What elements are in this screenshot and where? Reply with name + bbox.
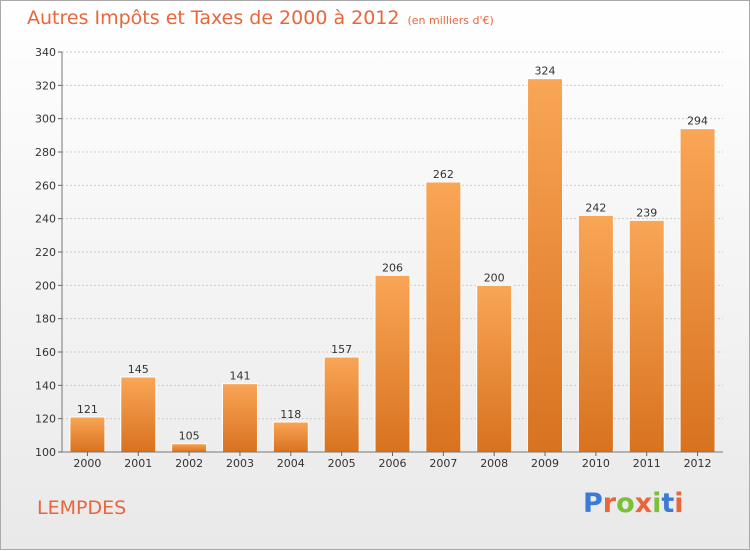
logo-letter: o xyxy=(616,488,635,519)
value-label-2002: 105 xyxy=(179,430,200,443)
value-label-2009: 324 xyxy=(535,65,556,78)
value-label-2001: 145 xyxy=(128,363,149,376)
logo-letter: i xyxy=(674,488,684,519)
bar-2003[interactable] xyxy=(221,383,258,453)
bar-2011[interactable] xyxy=(628,219,665,453)
chart-title: Autres Impôts et Taxes de 2000 à 2012 (en… xyxy=(27,7,494,29)
x-tick-label-2008: 2008 xyxy=(480,457,508,470)
y-tick-label: 240 xyxy=(35,213,56,226)
y-tick-label: 140 xyxy=(35,379,56,392)
value-label-2005: 157 xyxy=(331,343,352,356)
x-tick-label-2001: 2001 xyxy=(124,457,152,470)
y-tick-label: 100 xyxy=(35,446,56,459)
bar-2009[interactable] xyxy=(527,78,564,453)
value-label-2006: 206 xyxy=(382,261,403,274)
x-tick-label-2006: 2006 xyxy=(379,457,407,470)
y-tick-label: 160 xyxy=(35,346,56,359)
axis-layer: 100 120 140 160 180 200 220 240 260 280 300 320 340 2… xyxy=(35,46,723,470)
bar-2012[interactable] xyxy=(679,128,716,453)
x-tick-label-2003: 2003 xyxy=(226,457,254,470)
bar-2004[interactable] xyxy=(272,421,309,453)
bar-2006[interactable] xyxy=(374,274,411,453)
logo-letter: t xyxy=(661,488,675,519)
chart-unit: (en milliers d'€) xyxy=(407,14,494,27)
bar-2010[interactable] xyxy=(577,214,614,453)
value-label-2010: 242 xyxy=(585,201,606,214)
x-tick-label-2004: 2004 xyxy=(277,457,305,470)
value-label-2003: 141 xyxy=(229,370,250,383)
bar-2001[interactable] xyxy=(120,376,157,453)
place-name: LEMPDES xyxy=(37,497,127,519)
x-tick-label-2002: 2002 xyxy=(175,457,203,470)
chart-title-text: Autres Impôts et Taxes de 2000 à 2012 xyxy=(27,7,400,29)
value-label-2000: 121 xyxy=(77,403,98,416)
y-tick-label: 200 xyxy=(35,279,56,292)
value-label-2007: 262 xyxy=(433,168,454,181)
bar-2000[interactable] xyxy=(69,416,106,453)
x-tick-label-2010: 2010 xyxy=(582,457,610,470)
y-tick-label: 180 xyxy=(35,313,56,326)
bar-2002[interactable] xyxy=(171,443,208,453)
y-tick-label: 340 xyxy=(35,46,56,59)
y-tick-label: 280 xyxy=(35,146,56,159)
value-label-2011: 239 xyxy=(636,206,657,219)
x-tick-label-2007: 2007 xyxy=(429,457,457,470)
logo-letter: r xyxy=(602,488,617,519)
x-tick-label-2009: 2009 xyxy=(531,457,559,470)
logo-letter: i xyxy=(652,488,662,519)
y-tick-label: 260 xyxy=(35,179,56,192)
logo-letter: x xyxy=(634,488,653,519)
y-tick-label: 220 xyxy=(35,246,56,259)
bar-2008[interactable] xyxy=(476,284,513,453)
x-tick-label-2012: 2012 xyxy=(684,457,712,470)
logo-letter: P xyxy=(583,488,603,519)
value-label-2012: 294 xyxy=(687,115,708,128)
bar-2005[interactable] xyxy=(323,356,360,453)
proxiti-logo[interactable]: Proxiti xyxy=(583,488,684,519)
value-label-2004: 118 xyxy=(280,408,301,421)
value-label-2008: 200 xyxy=(484,271,505,284)
y-tick-label: 120 xyxy=(35,413,56,426)
y-tick-label: 320 xyxy=(35,79,56,92)
x-tick-label-2005: 2005 xyxy=(328,457,356,470)
y-tick-label: 300 xyxy=(35,113,56,126)
x-tick-label-2011: 2011 xyxy=(633,457,661,470)
x-tick-label-2000: 2000 xyxy=(73,457,101,470)
bar-layer: 121 145 105 141 118 157 206 262 200 324 242 239 294 xyxy=(69,65,716,453)
bar-2007[interactable] xyxy=(425,181,462,453)
